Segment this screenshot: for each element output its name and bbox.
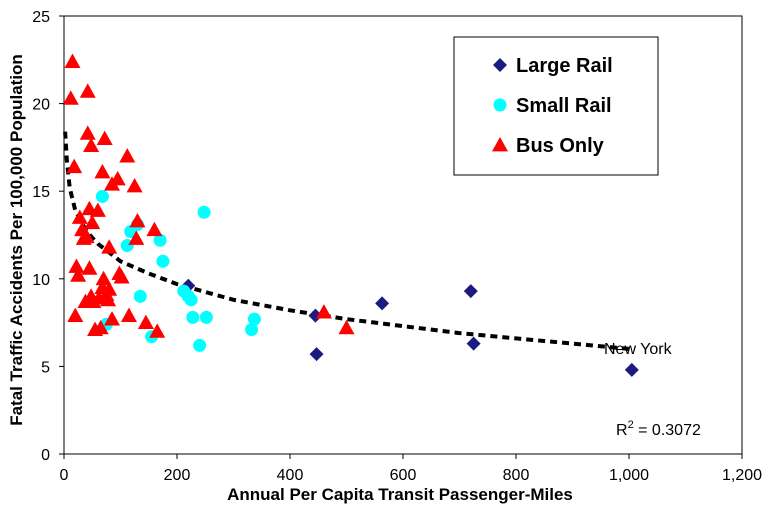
large-rail-point <box>308 308 323 323</box>
bus-only-point <box>96 130 113 146</box>
small-rail-point <box>197 205 211 219</box>
trendline <box>63 131 630 351</box>
x-tick-label: 1,200 <box>722 467 762 484</box>
y-tick-label: 25 <box>32 9 50 26</box>
bus-only-point <box>70 267 87 282</box>
x-axis-title: Annual Per Capita Transit Passenger-Mile… <box>227 485 573 504</box>
small-rail-point <box>95 189 109 203</box>
bus-only-point <box>66 158 83 174</box>
y-tick-label: 20 <box>32 97 50 114</box>
annotation-new-york: New York <box>604 341 673 358</box>
y-tick-label: 10 <box>32 272 50 289</box>
y-tick-label: 0 <box>41 447 50 464</box>
ticks-layer: 0 200 400 600 800 1,000 1,200 0 5 10 15 20 25 <box>32 9 762 484</box>
bus-only-point <box>62 90 79 105</box>
large-rail-point <box>624 362 639 377</box>
bus-only-point <box>84 214 101 230</box>
x-tick-label: 0 <box>60 467 69 484</box>
bus-only-point <box>94 163 111 179</box>
x-tick-label: 600 <box>390 467 417 484</box>
x-tick-label: 1,000 <box>609 467 649 484</box>
bus-only-point <box>71 209 88 224</box>
legend-marker-small-rail <box>493 98 507 112</box>
bus-only-point <box>137 314 154 329</box>
bus-only-point <box>104 311 121 326</box>
small-rail-point <box>199 310 213 324</box>
bus-only-point <box>149 323 166 338</box>
bus-only-point <box>109 170 126 186</box>
legend: Large Rail Small Rail Bus Only <box>453 36 659 176</box>
small-rail-point <box>133 289 147 303</box>
bus-only-point <box>128 230 145 245</box>
bus-only-point <box>120 307 137 322</box>
y-tick-label: 15 <box>32 184 50 201</box>
bus-only-point <box>64 53 81 68</box>
small-rail-point <box>184 293 198 307</box>
small-rail-point <box>245 323 259 337</box>
points-layer <box>62 53 639 377</box>
y-tick-label: 5 <box>41 359 50 376</box>
bus-only-point <box>67 307 84 322</box>
small-rail-point <box>247 312 261 326</box>
bus-only-point <box>119 148 136 163</box>
legend-label-large-rail: Large Rail <box>516 55 613 77</box>
small-rail-point <box>193 338 207 352</box>
bus-only-point <box>83 137 100 153</box>
bus-only-point <box>126 177 143 193</box>
large-rail-point <box>466 336 481 351</box>
bus-only-point <box>338 319 355 335</box>
x-tick-label: 200 <box>164 467 191 484</box>
bus-only-point <box>129 212 146 228</box>
bus-only-point <box>89 202 106 217</box>
bus-only-point <box>91 290 108 305</box>
legend-box <box>453 36 659 176</box>
bus-only-point <box>95 270 112 286</box>
bus-only-point <box>78 228 95 244</box>
bus-only-point <box>100 291 117 307</box>
bus-only-point <box>101 239 118 254</box>
y-axis-title: Fatal Traffic Accidents Per 100,000 Popu… <box>7 54 26 426</box>
small-rail-point <box>156 254 170 268</box>
bus-only-point <box>79 125 96 140</box>
x-tick-label: 400 <box>277 467 304 484</box>
r-squared-label: R2 = 0.3072 <box>616 419 701 439</box>
bus-only-point <box>101 281 118 296</box>
small-rail-point <box>186 310 200 324</box>
large-rail-point <box>375 296 390 311</box>
bus-only-point <box>81 260 98 275</box>
bus-only-point <box>113 269 130 284</box>
legend-marker-bus-only <box>492 137 508 152</box>
bus-only-point <box>315 304 332 319</box>
large-rail-point <box>309 347 324 362</box>
bus-only-point <box>68 258 85 273</box>
bus-only-point <box>79 83 96 98</box>
x-tick-label: 800 <box>503 467 530 484</box>
trendline-layer <box>63 131 630 351</box>
bus-only-point <box>146 221 163 237</box>
legend-label-bus-only: Bus Only <box>516 135 605 157</box>
small-rail-point <box>153 233 167 247</box>
large-rail-point <box>463 284 478 299</box>
legend-label-small-rail: Small Rail <box>516 95 612 117</box>
bus-only-point <box>92 319 109 335</box>
legend-marker-large-rail <box>493 58 507 72</box>
